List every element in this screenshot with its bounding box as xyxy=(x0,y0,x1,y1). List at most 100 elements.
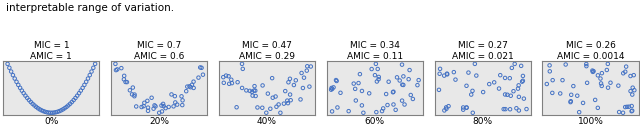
Point xyxy=(582,82,592,84)
Point xyxy=(581,63,591,65)
Point xyxy=(232,106,242,108)
Point xyxy=(31,106,42,108)
Point xyxy=(56,109,67,111)
Point xyxy=(193,77,204,79)
Point xyxy=(79,84,90,86)
Point xyxy=(489,81,499,83)
Point xyxy=(196,67,207,69)
Point xyxy=(29,104,40,106)
Point xyxy=(28,103,38,105)
Point xyxy=(588,70,598,72)
Point xyxy=(170,95,180,97)
Point xyxy=(275,112,285,114)
Point xyxy=(442,73,452,75)
Point xyxy=(500,108,511,110)
Point xyxy=(466,94,476,96)
Point xyxy=(249,89,259,92)
Point xyxy=(61,106,72,108)
Point xyxy=(614,111,624,113)
Point xyxy=(505,108,515,110)
Point xyxy=(372,68,383,70)
Point xyxy=(353,82,364,84)
Point xyxy=(120,81,131,83)
Title: MIC = 0.34
AMIC = 0.11: MIC = 0.34 AMIC = 0.11 xyxy=(347,41,403,61)
Point xyxy=(495,74,506,76)
Point xyxy=(595,78,605,80)
Point xyxy=(602,69,612,71)
Point xyxy=(588,70,598,72)
Point xyxy=(13,84,24,86)
Point xyxy=(279,103,289,105)
Point xyxy=(518,75,528,77)
Point xyxy=(26,101,36,103)
Point xyxy=(332,80,342,82)
Point xyxy=(622,106,632,108)
Point xyxy=(289,84,299,86)
Point xyxy=(627,105,637,107)
Point xyxy=(227,82,237,84)
Point xyxy=(444,105,454,107)
Point xyxy=(6,71,16,73)
Point xyxy=(388,91,398,93)
Point xyxy=(605,82,616,84)
Point xyxy=(164,106,174,108)
Point xyxy=(147,97,157,99)
Point xyxy=(596,72,607,74)
X-axis label: 40%: 40% xyxy=(257,117,277,126)
Point xyxy=(434,89,444,91)
Point xyxy=(131,105,141,108)
Title: MIC = 0.47
AMIC = 0.29: MIC = 0.47 AMIC = 0.29 xyxy=(239,41,295,61)
Title: MIC = 1
AMIC = 1: MIC = 1 AMIC = 1 xyxy=(31,41,72,61)
Point xyxy=(10,78,20,80)
Point xyxy=(625,75,636,77)
Point xyxy=(65,103,76,105)
Point xyxy=(513,88,523,90)
Point xyxy=(404,69,415,71)
Point xyxy=(367,68,377,70)
Point xyxy=(136,106,147,108)
Point xyxy=(613,85,623,87)
Point xyxy=(170,101,180,103)
Point xyxy=(301,70,312,72)
X-axis label: 100%: 100% xyxy=(578,117,604,126)
Point xyxy=(181,90,191,92)
Point xyxy=(511,107,522,109)
Point xyxy=(198,74,208,76)
Point xyxy=(344,110,354,112)
Point xyxy=(268,97,278,99)
Point xyxy=(76,90,86,92)
Point xyxy=(187,84,197,86)
Point xyxy=(399,103,410,105)
Point xyxy=(291,79,301,81)
Point xyxy=(328,86,339,88)
Point xyxy=(627,110,637,112)
Point xyxy=(603,87,613,89)
Point xyxy=(514,109,524,111)
Point xyxy=(189,87,199,89)
Point xyxy=(357,90,367,92)
Point xyxy=(271,106,282,108)
Point xyxy=(257,107,268,109)
Point xyxy=(285,78,295,80)
Point xyxy=(603,63,613,65)
Point xyxy=(581,65,591,67)
Point xyxy=(140,102,150,104)
Point xyxy=(371,111,381,113)
Point xyxy=(499,108,509,110)
Point xyxy=(142,100,152,102)
Point xyxy=(371,63,381,65)
Point xyxy=(8,74,18,76)
Point xyxy=(378,107,388,109)
Point xyxy=(44,112,54,114)
Point xyxy=(127,93,137,95)
Point xyxy=(129,94,140,96)
Point xyxy=(629,89,639,91)
Point xyxy=(90,63,100,65)
Point xyxy=(284,81,294,83)
Point xyxy=(24,99,34,101)
Point xyxy=(47,112,58,114)
Point xyxy=(566,100,576,102)
Point xyxy=(326,87,337,89)
Point xyxy=(20,95,31,97)
Point xyxy=(257,84,268,87)
